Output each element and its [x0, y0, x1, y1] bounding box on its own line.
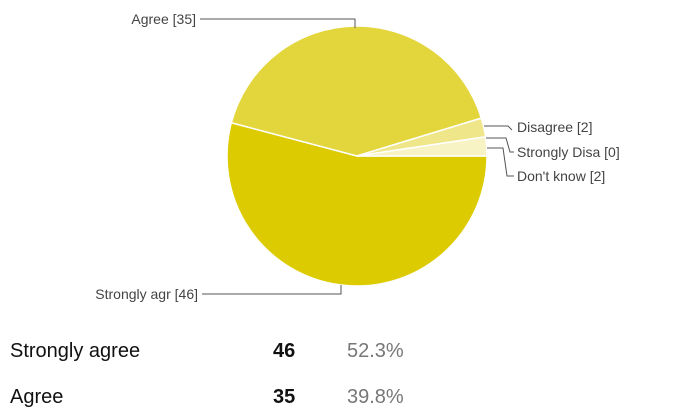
pie-chart: Agree [35] Disagree [2] Strongly Disa [0…	[95, 11, 619, 302]
callout-label-agree: Agree [35]	[131, 11, 196, 27]
callout-line-strongly-disagree	[486, 137, 514, 153]
pie-callouts: Agree [35] Disagree [2] Strongly Disa [0…	[95, 11, 619, 302]
summary-label: Strongly agree	[10, 340, 141, 362]
callout-line-dont-know	[487, 147, 514, 177]
summary-percent: 39.8%	[347, 386, 404, 408]
pie-slice-don-t-know	[356, 135, 488, 157]
callout-label-strongly-agree: Strongly agr [46]	[95, 286, 198, 302]
callout-line-agree	[200, 18, 356, 28]
callout-label-disagree: Disagree [2]	[517, 119, 592, 135]
summary-percent: 52.3%	[347, 340, 404, 362]
callout-label-strongly-disagree: Strongly Disa [0]	[517, 144, 620, 160]
callout-line-disagree	[484, 125, 513, 131]
summary-label: Agree	[10, 386, 64, 408]
pie-slice-strongly-agree	[226, 121, 488, 287]
summary-count: 35	[273, 386, 296, 408]
summary-row-agree: Agree 35 39.8%	[0, 386, 684, 416]
summary-count: 46	[273, 340, 296, 362]
pie-slices	[226, 25, 488, 287]
callout-label-dont-know: Don't know [2]	[517, 168, 605, 184]
callout-line-strongly-agree	[202, 285, 342, 295]
summary-row-strongly-agree: Strongly agree 46 52.3%	[0, 340, 684, 370]
